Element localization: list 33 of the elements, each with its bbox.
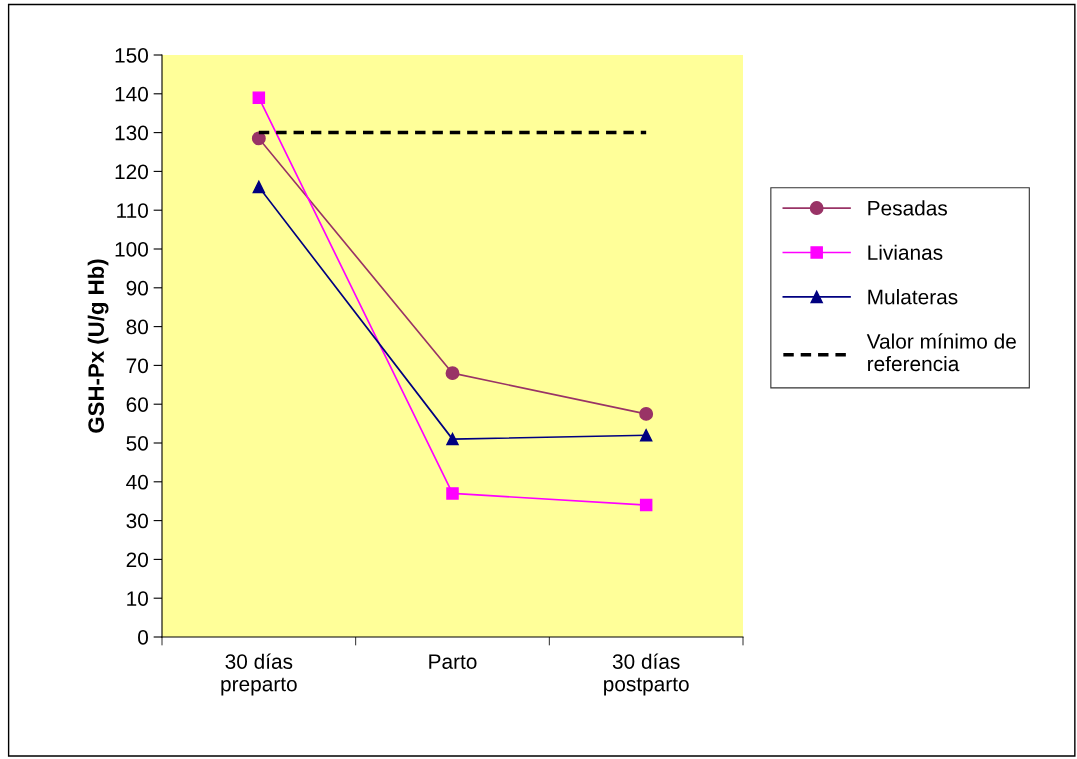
- point: [446, 432, 459, 446]
- y-tick-label: 70: [126, 358, 148, 374]
- y-tick-label: 90: [126, 280, 148, 296]
- y-tick-label: 110: [117, 203, 148, 218]
- y-tick-label: 100: [115, 242, 148, 257]
- legend-label: Pesadas: [868, 200, 947, 216]
- x-tick-label: 30 días postparto: [604, 653, 689, 696]
- y-tick-label: 20: [126, 552, 148, 568]
- y-tick-label: 60: [126, 397, 148, 412]
- point: [445, 366, 460, 381]
- y-tick-label: 40: [126, 474, 148, 490]
- legend-label: Valor mínimo de referencia: [866, 333, 1016, 372]
- y-tick-label: 150: [115, 48, 148, 63]
- legend-label: Livianas: [868, 244, 943, 260]
- y-tick-label: 120: [115, 164, 148, 180]
- x-tick-label: 30 días preparto: [221, 653, 297, 696]
- point: [251, 131, 266, 146]
- point: [252, 91, 266, 104]
- point: [446, 487, 459, 500]
- y-tick-label: 30: [126, 513, 148, 529]
- y-tick-label: 80: [126, 319, 148, 335]
- point: [252, 180, 266, 194]
- y-tick-label: 0: [138, 630, 148, 645]
- point: [639, 498, 653, 512]
- y-tick-label: 10: [127, 591, 148, 606]
- legend-label: Mulateras: [868, 289, 958, 305]
- y-tick-label: 130: [115, 125, 148, 141]
- point: [639, 406, 654, 421]
- y-tick-label: 50: [126, 436, 148, 451]
- y-tick-label: 140: [115, 86, 148, 102]
- y-axis-title: GSH-Px (U/g Hb): [87, 259, 109, 433]
- x-tick-label: Parto: [429, 654, 477, 669]
- point: [639, 428, 653, 442]
